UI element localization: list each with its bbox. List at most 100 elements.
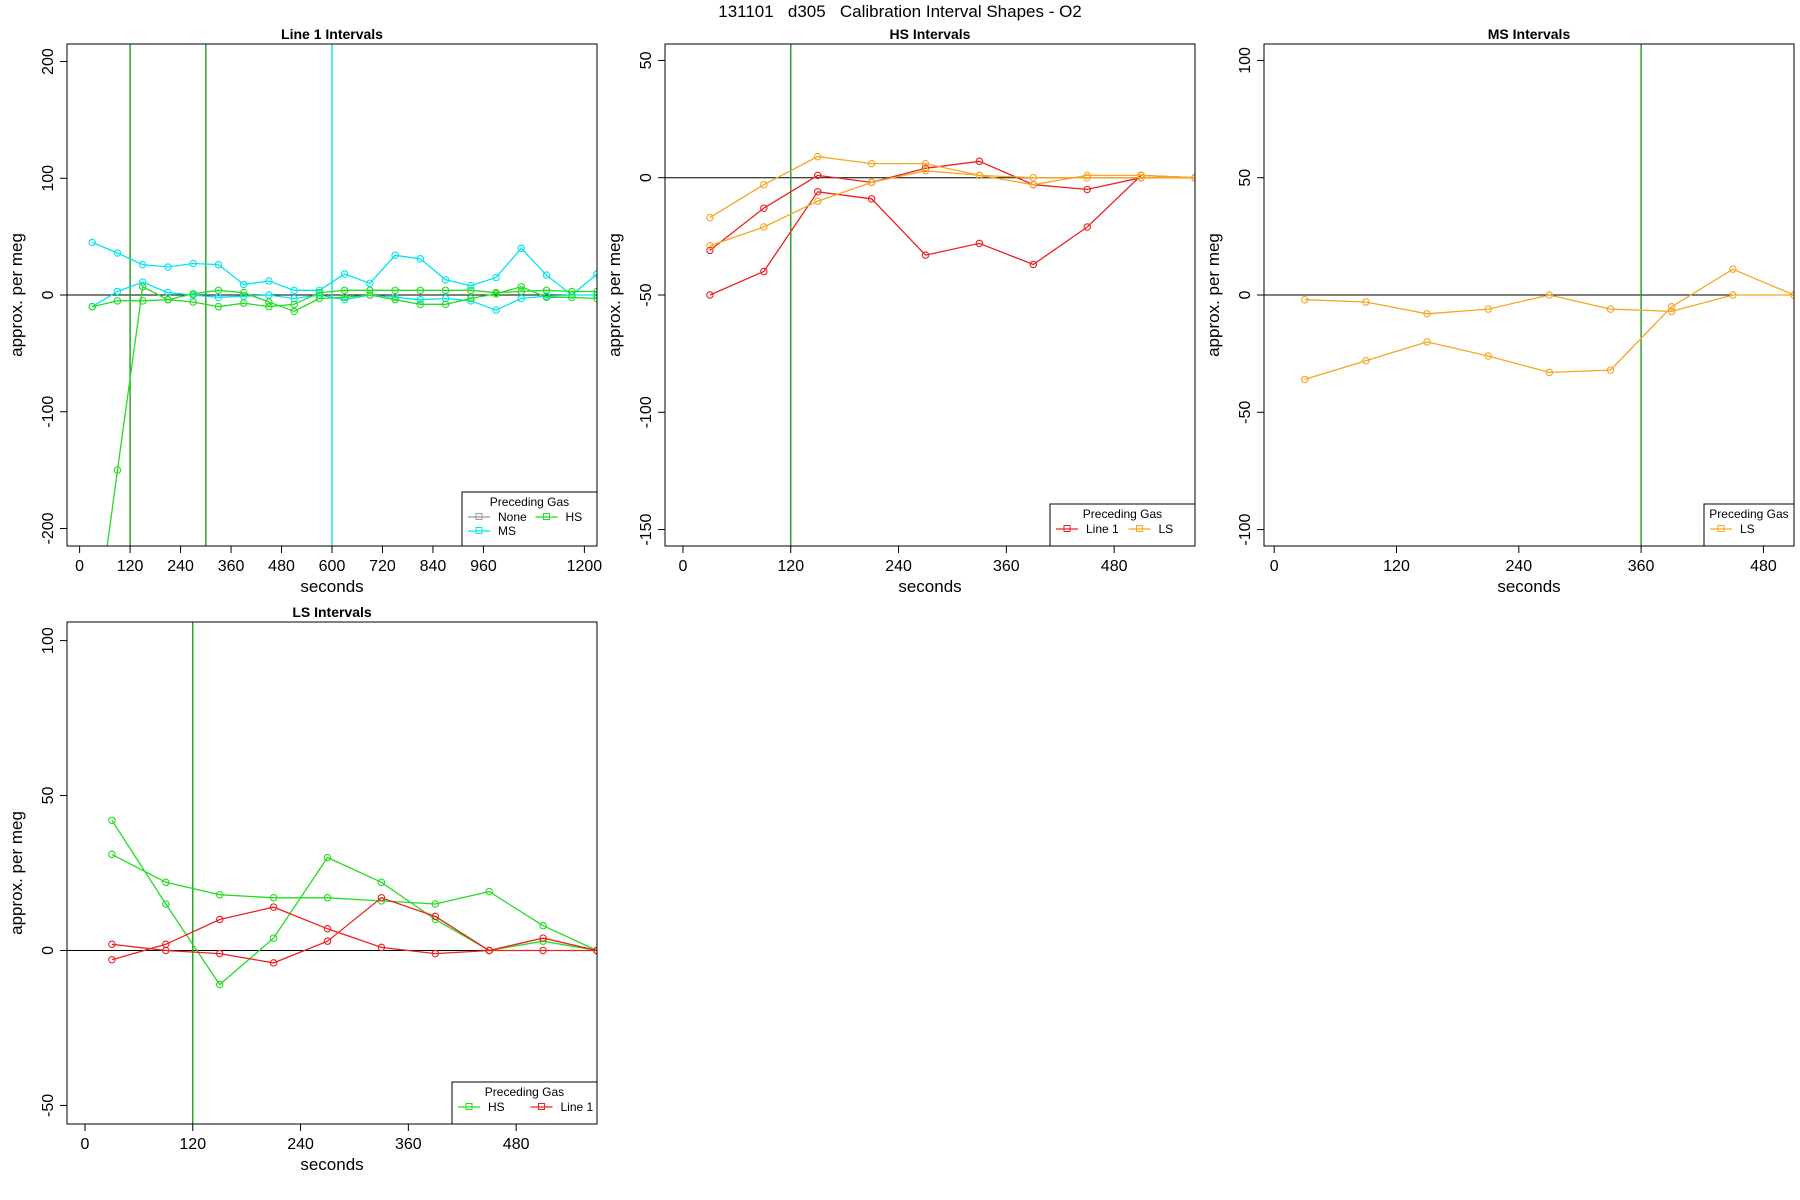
legend-box bbox=[451, 1081, 598, 1125]
y-tick-label: 0 bbox=[1237, 290, 1254, 299]
y-tick-label: 50 bbox=[40, 787, 57, 805]
plot-area bbox=[1264, 44, 1794, 546]
data-point bbox=[517, 244, 526, 253]
data-point bbox=[214, 286, 223, 295]
data-point bbox=[441, 294, 450, 303]
data-point bbox=[215, 949, 224, 958]
data-point bbox=[189, 298, 197, 306]
data-point bbox=[265, 302, 273, 311]
plot-frame bbox=[1263, 43, 1795, 547]
data-point bbox=[1301, 375, 1309, 384]
x-axis-label: seconds bbox=[1497, 577, 1560, 596]
x-tick-label: 240 bbox=[167, 558, 194, 575]
x-tick-label: 360 bbox=[218, 558, 245, 575]
data-point bbox=[162, 940, 170, 949]
series-line bbox=[709, 160, 1195, 251]
y-tick-label: -100 bbox=[1237, 513, 1254, 545]
y-tick-label: 100 bbox=[40, 165, 57, 192]
x-tick-label: 120 bbox=[117, 558, 144, 575]
data-point bbox=[269, 894, 278, 902]
data-point bbox=[214, 260, 223, 269]
data-point bbox=[975, 171, 984, 180]
y-axis-label: approx. per meg bbox=[1204, 233, 1223, 357]
chart-panel-2: HS Intervals 0 120 240 360 480 seconds -150 -100… bbox=[605, 26, 1196, 596]
data-point bbox=[315, 286, 324, 295]
data-point bbox=[377, 894, 386, 902]
y-tick-label: 200 bbox=[40, 48, 57, 75]
data-point bbox=[108, 956, 116, 964]
data-point bbox=[1029, 260, 1038, 269]
y-axis-label: approx. per meg bbox=[605, 233, 624, 357]
legend-swatch-marker bbox=[1717, 525, 1725, 532]
data-point bbox=[517, 283, 526, 291]
data-point bbox=[467, 294, 475, 303]
data-point bbox=[323, 894, 332, 902]
data-point bbox=[1790, 291, 1794, 299]
data-point bbox=[867, 195, 876, 203]
data-point bbox=[113, 297, 122, 305]
data-point bbox=[760, 204, 768, 212]
legend-label: Line 1 bbox=[561, 1100, 594, 1114]
series-line bbox=[709, 155, 1195, 219]
legend-swatch-marker bbox=[1136, 525, 1143, 532]
data-point bbox=[760, 223, 768, 231]
data-point bbox=[492, 306, 500, 314]
y-tick-label: 100 bbox=[1237, 47, 1254, 74]
data-point bbox=[921, 166, 930, 175]
legend-label: Line 1 bbox=[1086, 522, 1119, 536]
data-point bbox=[867, 178, 876, 187]
data-point bbox=[813, 188, 822, 196]
data-point bbox=[760, 267, 768, 276]
y-axis-label: approx. per meg bbox=[7, 233, 26, 357]
data-point bbox=[1423, 338, 1431, 346]
plot-frame bbox=[66, 43, 598, 547]
data-point bbox=[706, 246, 714, 255]
y-tick-label: -50 bbox=[40, 1094, 57, 1117]
data-point bbox=[867, 159, 876, 168]
x-tick-label: 120 bbox=[777, 558, 804, 575]
data-point bbox=[1029, 180, 1038, 189]
x-tick-label: 480 bbox=[268, 558, 295, 575]
data-point bbox=[517, 287, 526, 296]
panel-title: LS Intervals bbox=[292, 604, 372, 620]
data-point bbox=[467, 281, 475, 290]
data-point bbox=[189, 259, 197, 268]
data-point bbox=[492, 273, 500, 282]
x-tick-label: 360 bbox=[993, 558, 1020, 575]
y-tick-label: 0 bbox=[40, 290, 57, 299]
data-point bbox=[975, 157, 984, 166]
y-axis-label: approx. per meg bbox=[7, 811, 26, 935]
y-tick-label: -100 bbox=[638, 396, 655, 428]
data-point bbox=[323, 937, 332, 945]
series-line bbox=[111, 853, 597, 952]
plot-area bbox=[67, 44, 597, 546]
plot-frame bbox=[66, 621, 598, 1125]
panel-title: MS Intervals bbox=[1488, 26, 1571, 42]
data-point bbox=[416, 286, 425, 295]
y-tick-label: 50 bbox=[638, 51, 655, 69]
series-line bbox=[709, 174, 1195, 296]
data-point bbox=[113, 466, 122, 474]
x-tick-label: 120 bbox=[179, 1136, 206, 1153]
data-point bbox=[1362, 356, 1370, 365]
data-point bbox=[88, 238, 96, 247]
legend-label: LS bbox=[1740, 522, 1755, 536]
data-point bbox=[108, 816, 116, 825]
data-point bbox=[138, 283, 147, 291]
data-point bbox=[164, 288, 172, 297]
data-point bbox=[214, 293, 223, 302]
chart-panel-3: MS Intervals 0 120 240 360 480 seconds -100 -50 0… bbox=[1204, 26, 1795, 596]
legend-title: Preceding Gas bbox=[1709, 507, 1788, 521]
data-point bbox=[138, 260, 147, 269]
data-point bbox=[239, 288, 248, 297]
data-point bbox=[265, 277, 273, 285]
legend-swatch-marker bbox=[538, 1103, 545, 1110]
plot-area bbox=[665, 44, 1195, 546]
data-point bbox=[539, 934, 547, 942]
series-line bbox=[106, 285, 597, 546]
data-point bbox=[1083, 171, 1091, 180]
data-point bbox=[441, 300, 450, 309]
data-point bbox=[108, 940, 116, 949]
data-point bbox=[706, 291, 714, 299]
